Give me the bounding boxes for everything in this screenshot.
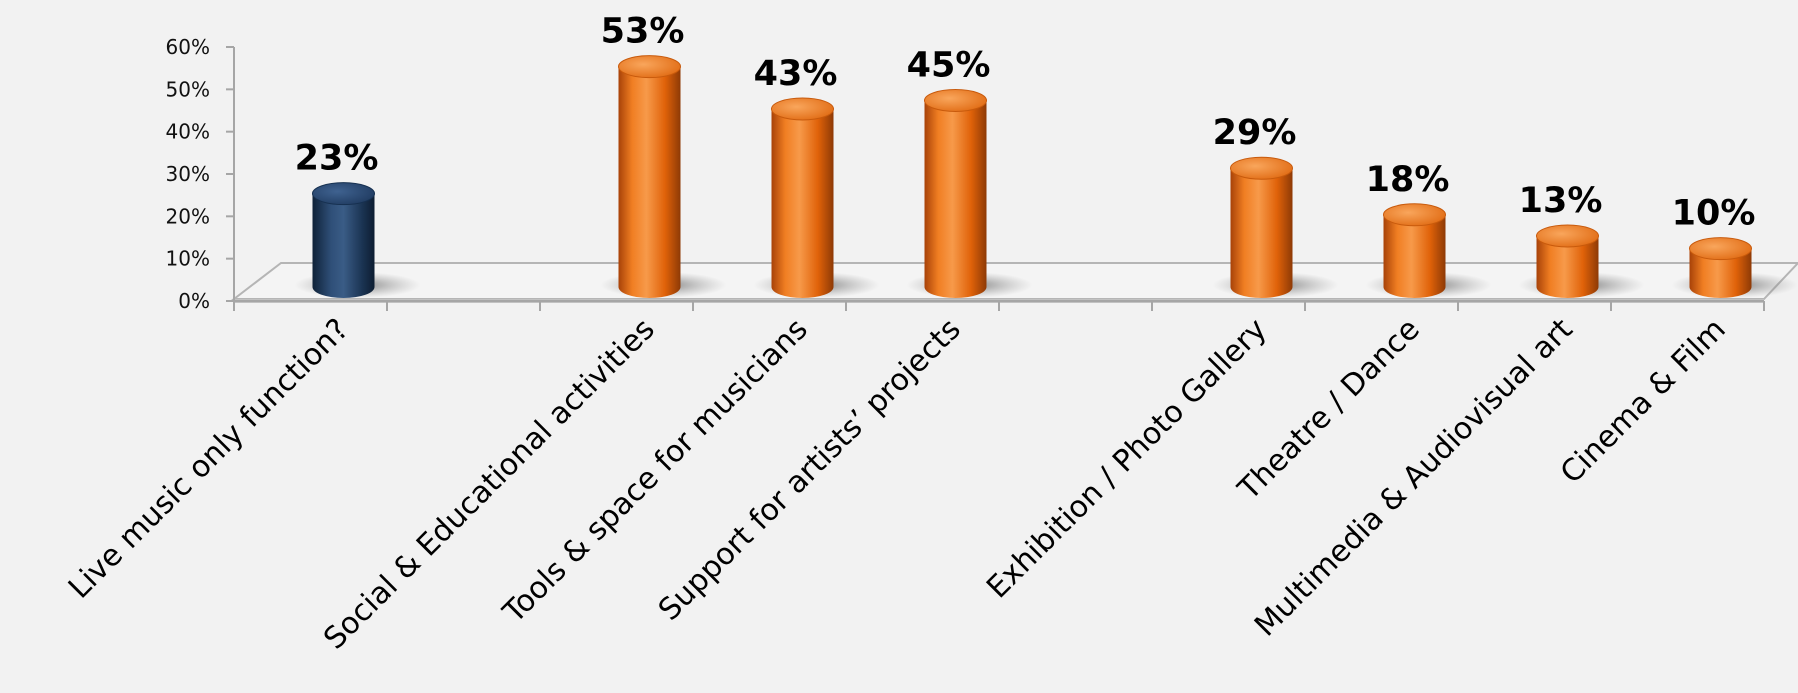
category-label-group: Live music only function?Social & Educat… bbox=[62, 312, 1733, 657]
bar-top bbox=[771, 97, 834, 121]
bar-body bbox=[924, 100, 987, 298]
y-tick-label: 50% bbox=[166, 77, 210, 101]
category-label: Social & Educational activities bbox=[317, 312, 662, 657]
y-tick-label: 40% bbox=[166, 120, 210, 144]
data-label: 45% bbox=[907, 46, 991, 86]
bar bbox=[1518, 224, 1645, 298]
category-label: Exhibition / Photo Gallery bbox=[980, 312, 1273, 605]
bar-top bbox=[1383, 203, 1446, 227]
bar-body bbox=[1230, 168, 1293, 298]
bar-body bbox=[618, 66, 681, 298]
data-label: 43% bbox=[754, 54, 838, 94]
category-label: Tools & space for musicians bbox=[496, 312, 815, 631]
category-label: Cinema & Film bbox=[1554, 312, 1733, 491]
data-label: 13% bbox=[1519, 181, 1603, 221]
y-tick-label: 30% bbox=[166, 162, 210, 186]
data-label: 29% bbox=[1213, 113, 1297, 153]
bar bbox=[1671, 237, 1798, 298]
data-label: 53% bbox=[601, 12, 685, 52]
y-tick-label: 10% bbox=[166, 247, 210, 271]
bar-body bbox=[1536, 235, 1599, 298]
bar-body bbox=[1689, 248, 1752, 298]
bar-top bbox=[1230, 156, 1293, 180]
y-tick-label: 20% bbox=[166, 204, 210, 228]
y-tick-label: 60% bbox=[166, 35, 210, 59]
bar bbox=[1365, 203, 1492, 298]
data-label-group: 23% 53% 43% 45% 29% 18% 13% 10% bbox=[295, 12, 1756, 234]
bar-top bbox=[618, 55, 681, 79]
category-label: Support for artists’ projects bbox=[652, 312, 968, 628]
bar bbox=[753, 97, 880, 298]
bar bbox=[1212, 156, 1339, 298]
bar-top bbox=[312, 182, 375, 206]
x-tick-group bbox=[233, 301, 1765, 311]
data-label: 10% bbox=[1672, 194, 1756, 234]
bar-top bbox=[1536, 224, 1599, 248]
bar bbox=[906, 89, 1033, 298]
data-label: 18% bbox=[1366, 160, 1450, 200]
y-tick-label: 0% bbox=[178, 289, 210, 313]
y-tick-group: 0% 10% 20% 30% 40% 50% 60% bbox=[166, 35, 234, 313]
bar-body bbox=[771, 108, 834, 298]
bar-body bbox=[312, 193, 375, 298]
bar bbox=[600, 55, 727, 298]
bar-body bbox=[1383, 214, 1446, 298]
data-label: 23% bbox=[295, 139, 379, 179]
bar-top bbox=[924, 89, 987, 112]
category-label: Live music only function? bbox=[62, 312, 356, 606]
bar bbox=[294, 182, 421, 298]
bar-group bbox=[294, 55, 1798, 298]
bar-top bbox=[1689, 237, 1752, 261]
category-label: Multimedia & Audiovisual art bbox=[1248, 312, 1580, 644]
